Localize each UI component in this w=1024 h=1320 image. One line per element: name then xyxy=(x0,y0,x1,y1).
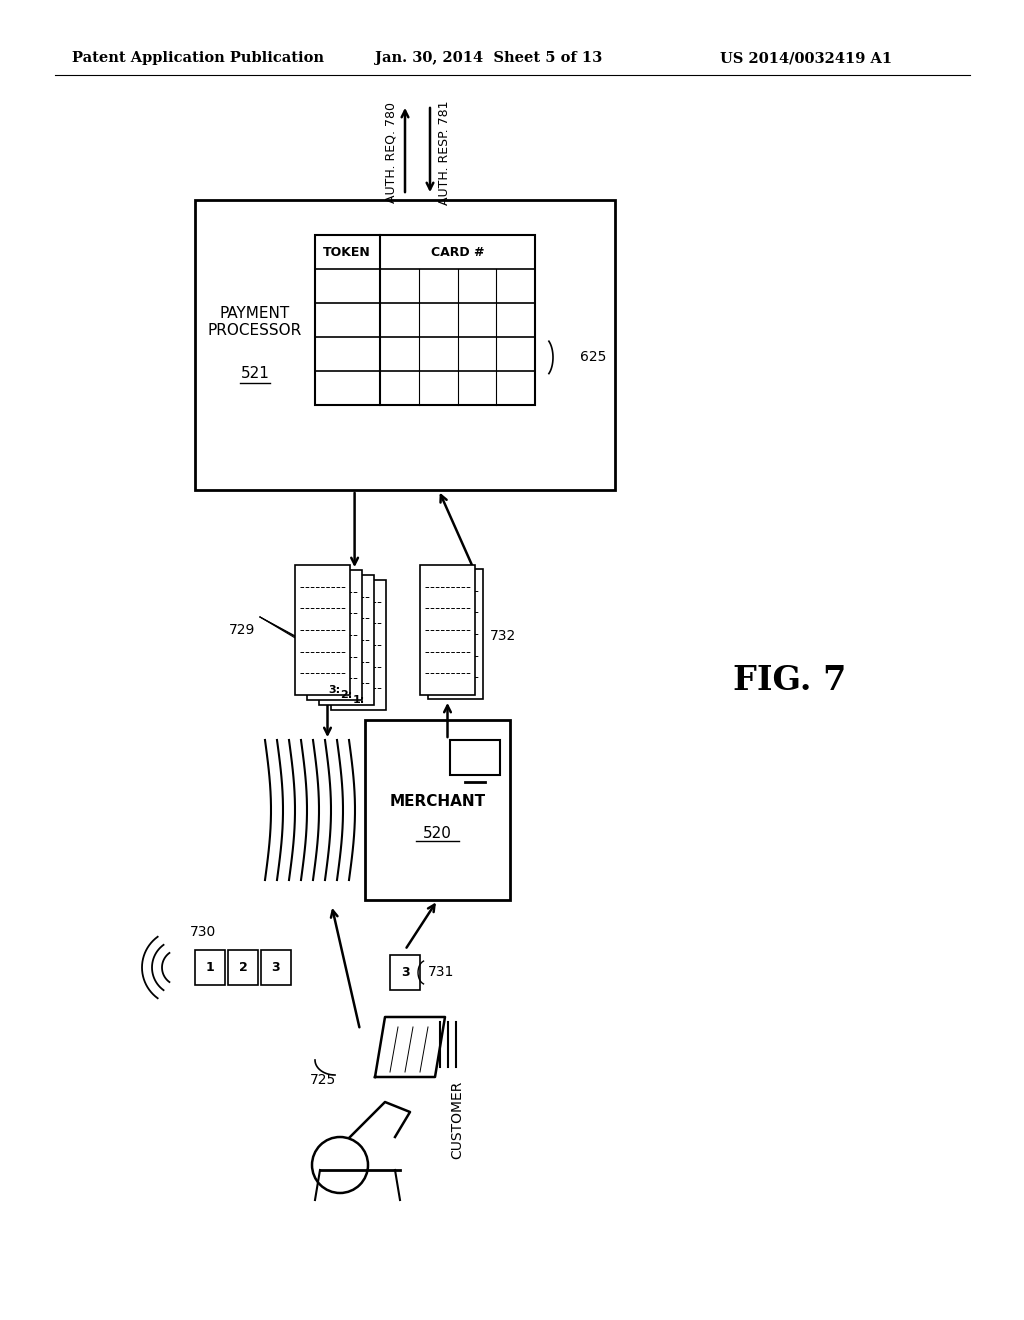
Bar xyxy=(307,570,362,700)
Text: 3: 3 xyxy=(271,961,281,974)
Bar xyxy=(295,565,350,696)
Text: 732: 732 xyxy=(490,630,516,644)
Bar xyxy=(319,576,374,705)
Text: 2: 2 xyxy=(239,961,248,974)
Bar xyxy=(331,579,386,710)
Text: 725: 725 xyxy=(310,1073,336,1086)
Text: Patent Application Publication: Patent Application Publication xyxy=(72,51,324,65)
Text: 3:: 3: xyxy=(329,685,341,696)
Bar xyxy=(228,950,258,985)
Text: 731: 731 xyxy=(428,965,455,979)
Bar xyxy=(390,954,420,990)
Text: 520: 520 xyxy=(423,826,452,841)
Text: FIG. 7: FIG. 7 xyxy=(733,664,847,697)
Text: 1:: 1: xyxy=(352,696,365,705)
Bar xyxy=(261,950,291,985)
Text: MERCHANT: MERCHANT xyxy=(389,793,485,808)
Text: AUTH. RESP. 781: AUTH. RESP. 781 xyxy=(438,100,451,205)
Bar xyxy=(365,719,510,900)
Text: 521: 521 xyxy=(241,367,269,381)
Bar xyxy=(428,569,483,700)
Text: AUTH. REQ. 780: AUTH. REQ. 780 xyxy=(384,102,397,203)
Text: 3: 3 xyxy=(400,966,410,979)
Bar xyxy=(450,741,500,775)
Text: 730: 730 xyxy=(190,925,216,939)
Text: 1: 1 xyxy=(206,961,214,974)
Text: Jan. 30, 2014  Sheet 5 of 13: Jan. 30, 2014 Sheet 5 of 13 xyxy=(375,51,602,65)
Text: CARD #: CARD # xyxy=(431,246,484,259)
Text: 3:: 3: xyxy=(441,680,454,690)
Bar xyxy=(315,235,535,405)
Text: 2:: 2: xyxy=(340,690,352,700)
Text: TOKEN: TOKEN xyxy=(324,246,371,259)
Text: 729: 729 xyxy=(228,623,255,638)
Text: US 2014/0032419 A1: US 2014/0032419 A1 xyxy=(720,51,892,65)
Bar xyxy=(420,565,475,696)
Text: CUSTOMER: CUSTOMER xyxy=(450,1081,464,1159)
Bar xyxy=(195,201,615,490)
Text: PAYMENT
PROCESSOR: PAYMENT PROCESSOR xyxy=(208,306,302,338)
Text: 625: 625 xyxy=(580,350,606,364)
Bar xyxy=(195,950,225,985)
